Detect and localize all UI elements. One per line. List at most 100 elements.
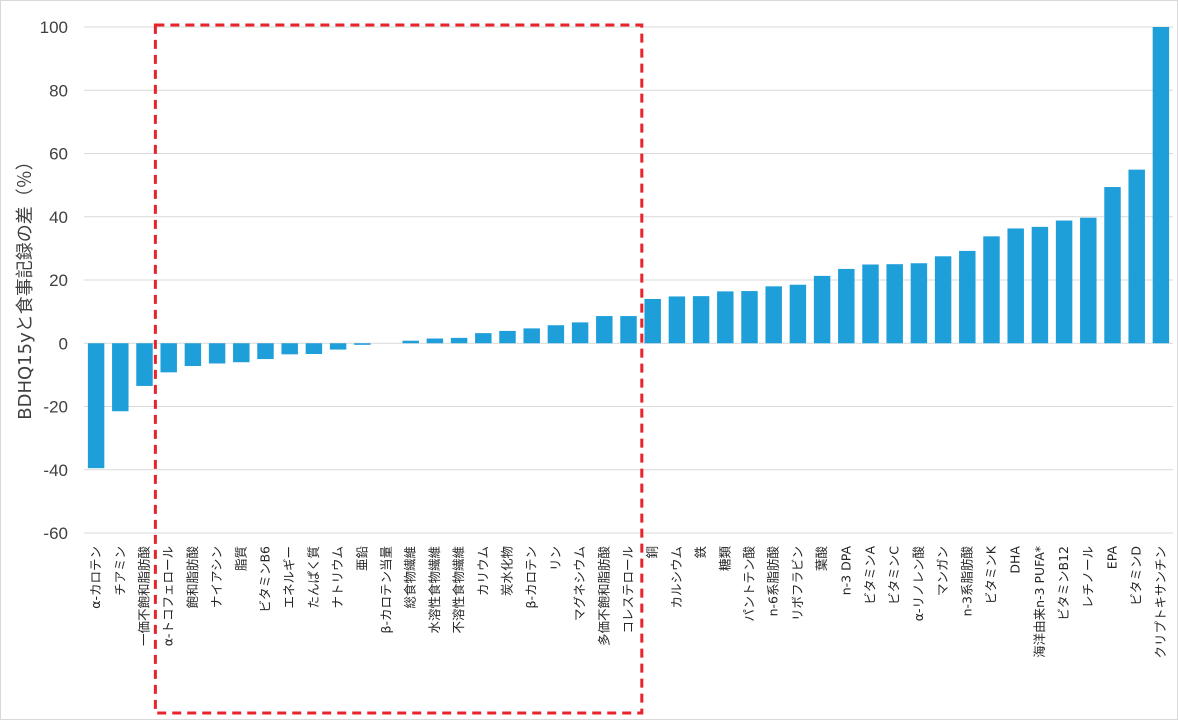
bar xyxy=(886,264,903,344)
bar xyxy=(596,316,613,344)
y-tick-label: 100 xyxy=(40,18,68,37)
bar xyxy=(208,343,226,364)
bar xyxy=(838,268,855,344)
x-tick-label: ナイアシン xyxy=(209,546,224,608)
bar xyxy=(281,343,298,355)
x-tick-label: ビタミンB12 xyxy=(1056,546,1071,620)
bar xyxy=(959,250,976,344)
bar xyxy=(1080,217,1097,344)
bar xyxy=(305,343,323,355)
x-tick-label: 銅 xyxy=(645,546,660,559)
y-tick-label: 80 xyxy=(49,81,68,100)
x-tick-label: コレステロール xyxy=(621,546,636,634)
x-tick-label: β-カロテン xyxy=(524,546,539,609)
bar xyxy=(620,316,637,344)
bar xyxy=(426,338,444,344)
bar xyxy=(1152,27,1170,344)
bar xyxy=(765,286,782,344)
bar xyxy=(112,343,129,412)
y-tick-label: 60 xyxy=(49,145,68,164)
x-tick-label: クリプトキサンチン xyxy=(1153,546,1168,659)
x-tick-label: 一価不飽和脂肪酸 xyxy=(137,546,152,647)
bar xyxy=(547,325,565,344)
x-tick-label: 鉄 xyxy=(693,546,708,559)
bar xyxy=(160,343,177,373)
bar xyxy=(1007,228,1024,344)
bar xyxy=(450,337,468,344)
x-tick-label: カリウム xyxy=(475,546,490,596)
bar xyxy=(1128,169,1145,344)
x-tick-label: 炭水化物 xyxy=(500,546,515,596)
bar xyxy=(862,264,879,344)
y-tick-label: -40 xyxy=(43,461,68,480)
bar xyxy=(983,236,1000,344)
x-tick-label: α-リノレン酸 xyxy=(911,546,926,622)
bar xyxy=(475,333,492,344)
y-tick-label: -60 xyxy=(43,524,68,543)
bar xyxy=(233,343,250,363)
x-tick-label: α-カロテン xyxy=(88,546,103,609)
x-tick-label: β-カロテン当量 xyxy=(379,546,394,634)
x-tick-label: カルシウム xyxy=(669,546,684,609)
x-tick-label: 飽和脂肪酸 xyxy=(185,546,200,609)
x-tick-label: 脂質 xyxy=(233,546,248,571)
bar xyxy=(813,275,831,344)
x-tick-label: マンガン xyxy=(935,546,950,596)
x-tick-label: 亜鉛 xyxy=(354,546,369,572)
x-tick-label: たんぱく質 xyxy=(306,546,321,609)
x-tick-label: レチノール xyxy=(1080,546,1095,608)
bar xyxy=(136,343,153,386)
bars xyxy=(87,27,1170,469)
x-tick-label: ナトリウム xyxy=(330,546,345,609)
x-tick-label: ビタミンD xyxy=(1129,546,1144,606)
x-tick-label: ビタミンC xyxy=(887,546,902,605)
x-tick-label: 不溶性食物繊維 xyxy=(451,546,466,634)
y-tick-label: 0 xyxy=(59,334,68,353)
x-tick-label: マグネシウム xyxy=(572,546,587,621)
x-tick-label: 水溶性食物繊維 xyxy=(427,546,442,634)
y-axis-label: BDHQ15yと食事記録の差（％） xyxy=(15,152,36,419)
x-tick-label: リボフラビン xyxy=(790,546,805,621)
highlight-box xyxy=(153,23,644,715)
x-tick-label: ビタミンB6 xyxy=(258,546,273,613)
x-tick-label: 葉酸 xyxy=(814,546,829,572)
y-tick-label: -20 xyxy=(43,398,68,417)
y-axis-ticks: -60 -40 -20 0 20 40 60 80 100 xyxy=(40,18,68,543)
bar xyxy=(1055,220,1073,344)
x-tick-label: n-3系脂肪酸 xyxy=(959,546,974,617)
x-tick-label: 糖類 xyxy=(717,546,732,572)
x-tick-label: n-3 DPA xyxy=(838,546,853,596)
x-tick-label: α-トコフェロール xyxy=(161,546,176,646)
bar xyxy=(329,343,347,350)
bar xyxy=(717,291,734,344)
x-tick-label: 総食物繊維 xyxy=(403,546,418,609)
bar xyxy=(1104,187,1121,344)
x-tick-label: チアミン xyxy=(112,546,127,596)
x-tick-label: 多価不飽和脂肪酸 xyxy=(596,546,611,647)
bar xyxy=(571,322,589,344)
bar xyxy=(499,330,516,344)
x-tick-label: n-6系脂肪酸 xyxy=(766,546,781,617)
x-tick-label: パントテン酸 xyxy=(742,546,757,622)
x-tick-label: ビタミンK xyxy=(984,545,999,604)
bar xyxy=(644,298,661,344)
x-tick-label: 海洋由来n-3 PUFA* xyxy=(1032,546,1047,658)
x-tick-label: DHA xyxy=(1008,546,1023,574)
x-tick-label: ビタミンA xyxy=(863,546,878,605)
bar xyxy=(402,340,419,344)
bar xyxy=(1031,226,1049,344)
bar xyxy=(354,343,371,345)
bar xyxy=(668,296,686,344)
bar xyxy=(184,343,202,367)
bar xyxy=(934,256,952,344)
bar xyxy=(741,291,758,344)
x-tick-label: EPA xyxy=(1105,546,1120,570)
x-tick-label: エネルギー xyxy=(282,546,297,609)
bar xyxy=(910,263,928,344)
y-tick-label: 20 xyxy=(49,271,68,290)
bar xyxy=(87,343,105,469)
bar xyxy=(257,343,274,360)
bar xyxy=(692,296,710,344)
x-axis-ticks: α-カロテン チアミン 一価不飽和脂肪酸 α-トコフェロール 飽和脂肪酸 ナイアシン 脂質ビ… xyxy=(88,545,1168,658)
